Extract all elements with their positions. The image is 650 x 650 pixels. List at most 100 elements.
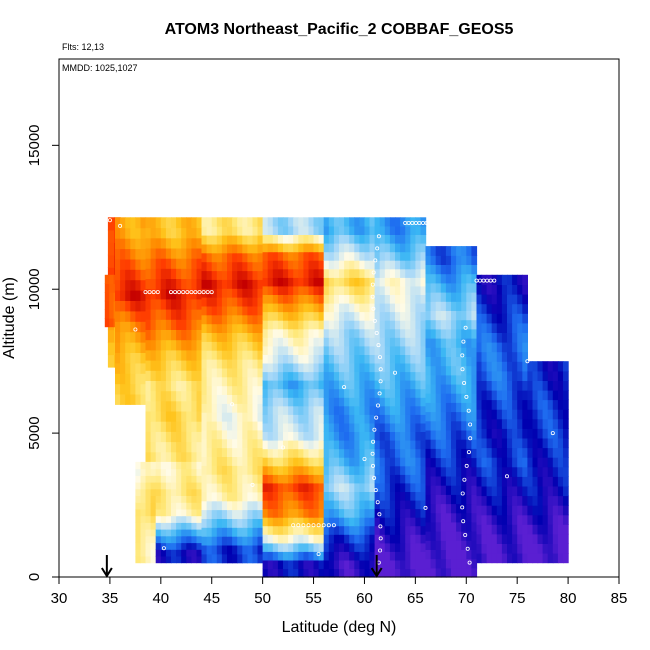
heatmap-cell bbox=[252, 297, 259, 307]
heatmap-cell bbox=[171, 431, 177, 443]
heatmap-cell bbox=[145, 441, 152, 453]
heatmap-cell bbox=[466, 374, 472, 385]
heatmap-cell bbox=[288, 251, 294, 261]
heatmap-cell bbox=[415, 517, 422, 527]
heatmap-cell bbox=[471, 393, 478, 403]
heatmap-cell bbox=[563, 361, 569, 372]
heatmap-cell bbox=[522, 514, 528, 525]
heatmap-cell bbox=[445, 439, 452, 449]
heatmap-cell bbox=[369, 243, 376, 253]
heatmap-cell bbox=[293, 551, 299, 561]
heatmap-cell bbox=[293, 474, 299, 484]
heatmap-cell bbox=[211, 270, 218, 280]
heatmap-cell bbox=[107, 329, 115, 343]
heatmap-cell bbox=[445, 420, 452, 431]
heatmap-cell bbox=[191, 319, 198, 330]
heatmap-cell bbox=[512, 428, 518, 439]
heatmap-cell bbox=[323, 465, 330, 475]
heatmap-cell bbox=[211, 261, 218, 272]
heatmap-cell bbox=[461, 310, 467, 321]
heatmap-cell bbox=[557, 437, 564, 449]
heatmap-cell bbox=[283, 440, 289, 450]
heatmap-cell bbox=[155, 390, 162, 402]
heatmap-cell bbox=[344, 311, 350, 321]
heatmap-cell bbox=[445, 475, 452, 486]
heatmap-cell bbox=[267, 354, 274, 364]
heatmap-cell bbox=[201, 385, 208, 395]
heatmap-cell bbox=[267, 534, 274, 544]
heatmap-cell bbox=[547, 437, 554, 449]
heatmap-cell bbox=[395, 328, 401, 338]
heatmap-cell bbox=[227, 341, 233, 351]
heatmap-cell bbox=[333, 440, 340, 450]
heatmap-cell bbox=[115, 227, 121, 239]
heatmap-cell bbox=[150, 339, 157, 351]
heatmap-cell bbox=[410, 268, 416, 278]
heatmap-cell bbox=[349, 294, 355, 304]
heatmap-cell bbox=[512, 322, 518, 333]
heatmap-cell bbox=[517, 322, 523, 333]
heatmap-cell bbox=[395, 491, 401, 501]
heatmap-cell bbox=[476, 361, 483, 372]
heatmap-cell bbox=[445, 558, 452, 569]
heatmap-cell bbox=[359, 380, 366, 390]
heatmap-cell bbox=[257, 243, 264, 254]
heatmap-cell bbox=[435, 475, 442, 486]
heatmap-cell bbox=[115, 248, 121, 260]
sample-marker bbox=[375, 403, 380, 408]
sample-marker bbox=[321, 523, 326, 528]
heatmap-cell bbox=[420, 491, 427, 501]
heatmap-cell bbox=[201, 500, 208, 511]
heatmap-cell bbox=[267, 362, 274, 373]
heatmap-cell bbox=[328, 405, 335, 415]
heatmap-cell bbox=[155, 217, 162, 229]
heatmap-cell bbox=[328, 542, 335, 552]
heatmap-cell bbox=[491, 380, 498, 391]
heatmap-cell bbox=[293, 440, 299, 450]
heatmap-cell bbox=[333, 457, 340, 467]
heatmap-cell bbox=[339, 534, 345, 544]
heatmap-cell bbox=[115, 217, 121, 229]
heatmap-cell bbox=[425, 273, 432, 284]
heatmap-cell bbox=[440, 567, 447, 578]
heatmap-cell bbox=[283, 422, 289, 432]
heatmap-cell bbox=[461, 503, 467, 514]
heatmap-cell bbox=[451, 540, 457, 550]
heatmap-cell bbox=[298, 302, 304, 313]
heatmap-cell bbox=[135, 248, 142, 260]
heatmap-cell bbox=[272, 431, 279, 441]
heatmap-cell bbox=[379, 380, 386, 390]
heatmap-cell bbox=[181, 247, 187, 259]
heatmap-cell bbox=[242, 385, 248, 395]
heatmap-cell bbox=[272, 320, 279, 330]
heatmap-cell bbox=[471, 365, 478, 376]
heatmap-cell bbox=[247, 527, 254, 537]
heatmap-cell bbox=[267, 243, 274, 253]
heatmap-cell bbox=[181, 339, 187, 351]
heatmap-cell bbox=[150, 258, 157, 269]
heatmap-cell bbox=[364, 534, 371, 544]
heatmap-cell bbox=[451, 365, 457, 376]
heatmap-cell bbox=[501, 495, 508, 506]
heatmap-cell bbox=[328, 508, 335, 518]
heatmap-cell bbox=[221, 243, 228, 254]
heatmap-cell bbox=[359, 559, 366, 570]
heatmap-cell bbox=[283, 465, 289, 475]
heatmap-cell bbox=[451, 558, 457, 569]
heatmap-cell bbox=[232, 536, 238, 546]
heatmap-cell bbox=[196, 482, 203, 490]
heatmap-cell bbox=[369, 260, 376, 270]
heatmap-cell bbox=[415, 311, 422, 321]
heatmap-cell bbox=[451, 503, 457, 514]
heatmap-cell bbox=[374, 431, 381, 441]
heatmap-cell bbox=[374, 474, 381, 484]
heatmap-cell bbox=[359, 320, 366, 330]
heatmap-cell bbox=[496, 466, 503, 477]
heatmap-cell bbox=[232, 350, 238, 360]
heatmap-cell bbox=[318, 380, 325, 390]
sample-marker bbox=[371, 306, 376, 311]
heatmap-cell bbox=[547, 428, 554, 439]
heatmap-cell bbox=[221, 429, 228, 440]
heatmap-cell bbox=[354, 508, 360, 518]
heatmap-cell bbox=[410, 405, 416, 415]
